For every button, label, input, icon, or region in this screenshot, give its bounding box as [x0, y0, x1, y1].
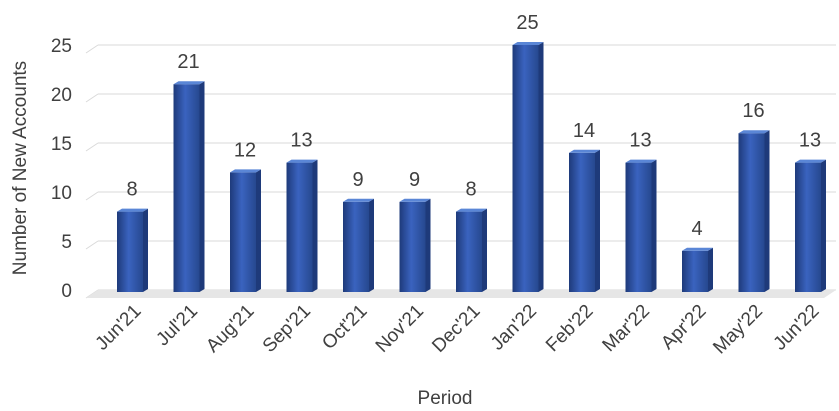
bar — [173, 81, 205, 292]
bar — [569, 149, 600, 292]
gridline-side — [85, 191, 99, 201]
bar-side — [143, 208, 148, 292]
bar-top — [682, 247, 713, 251]
x-tick-label: Feb'22 — [542, 301, 598, 357]
bar-side — [482, 208, 487, 292]
x-tick-label: Jun'22 — [770, 301, 824, 355]
bar — [117, 208, 148, 292]
data-labels: 8 21 12 13 9 9 8 25 14 13 4 16 13 — [126, 12, 821, 240]
y-tick-label: 20 — [51, 85, 72, 106]
data-label: 16 — [742, 100, 764, 122]
bar-top — [738, 130, 770, 134]
y-tick-label: 10 — [51, 183, 72, 204]
bar-front — [569, 152, 595, 292]
bar-side — [312, 159, 318, 292]
x-tick-label: Dec'21 — [428, 301, 484, 357]
x-tick-label: May'22 — [709, 301, 767, 359]
bars — [117, 42, 826, 292]
x-tick-label: Sep'21 — [259, 301, 315, 357]
data-label: 25 — [516, 12, 538, 34]
data-label: 8 — [465, 179, 476, 201]
bar — [738, 130, 770, 292]
bar-side — [256, 169, 261, 292]
bar-front — [682, 250, 708, 292]
bar-top — [117, 208, 148, 212]
bar-top — [795, 159, 826, 163]
bar-front — [512, 45, 539, 292]
data-label: 9 — [409, 169, 420, 191]
bar-top — [286, 159, 318, 163]
bar-side — [764, 130, 770, 292]
x-tick-label: Jan'22 — [487, 301, 541, 355]
bar-front — [738, 133, 765, 292]
x-tick-label: Mar'22 — [599, 301, 654, 356]
y-tick-label: 15 — [51, 134, 72, 155]
bar-front — [625, 162, 652, 292]
data-label: 13 — [799, 130, 821, 152]
bar-side — [708, 247, 713, 292]
bar-top — [456, 208, 487, 212]
gridline-side — [85, 142, 99, 152]
bar-side — [821, 159, 826, 292]
data-label: 21 — [177, 51, 199, 73]
bar — [795, 159, 826, 292]
bar-top — [173, 81, 205, 85]
bar — [512, 42, 544, 292]
bar-front — [286, 162, 313, 292]
gridline-side — [85, 240, 99, 250]
bar-side — [369, 198, 374, 292]
bar-top — [512, 42, 544, 45]
data-label: 4 — [691, 218, 702, 240]
bar-side — [595, 149, 600, 292]
data-label: 13 — [629, 130, 651, 152]
bar-front — [795, 162, 821, 292]
data-label: 13 — [290, 130, 312, 152]
bar — [682, 247, 713, 292]
x-tick-label: Jun'21 — [92, 301, 146, 355]
y-tick-label: 25 — [51, 36, 72, 57]
bar-front — [399, 201, 426, 292]
x-tick-label: Apr'22 — [657, 301, 710, 354]
data-label: 9 — [352, 169, 363, 191]
bar-side — [199, 81, 205, 292]
gridline-side — [85, 93, 99, 103]
bar-side — [538, 42, 544, 292]
data-label: 12 — [234, 139, 256, 161]
bar — [230, 169, 261, 292]
y-tick-label: 0 — [61, 281, 72, 302]
x-tick-label: Oct'21 — [318, 301, 371, 354]
bar-front — [343, 201, 369, 292]
data-label: 14 — [573, 120, 595, 142]
x-axis-ticks: Jun'21 Jul'21 Aug'21 Sep'21 Oct'21 Nov'21 Dec'… — [92, 301, 824, 359]
y-axis-title: Number of New Accounts — [10, 61, 31, 275]
bar-front — [230, 172, 256, 292]
bar-side — [651, 159, 657, 292]
x-tick-label: Jul'21 — [152, 301, 202, 351]
gridline-side — [85, 44, 99, 54]
bar-top — [230, 169, 261, 173]
bar — [399, 198, 431, 292]
x-axis-title: Period — [418, 388, 473, 409]
bar-top — [625, 159, 657, 163]
x-tick-label: Nov'21 — [372, 301, 428, 357]
bar — [625, 159, 657, 292]
x-tick-label: Aug'21 — [202, 301, 258, 357]
bar-side — [425, 198, 431, 292]
y-tick-label: 5 — [61, 232, 72, 253]
data-label: 8 — [126, 179, 137, 201]
bar — [286, 159, 318, 292]
y-axis-ticks: 0 5 10 15 20 25 — [51, 36, 72, 302]
bar-top — [399, 198, 431, 202]
bar — [456, 208, 487, 292]
bar-top — [569, 149, 600, 153]
bar-front — [173, 84, 200, 292]
bar-front — [456, 211, 482, 292]
bar — [343, 198, 374, 292]
bar-front — [117, 211, 143, 292]
bar-top — [343, 198, 374, 202]
